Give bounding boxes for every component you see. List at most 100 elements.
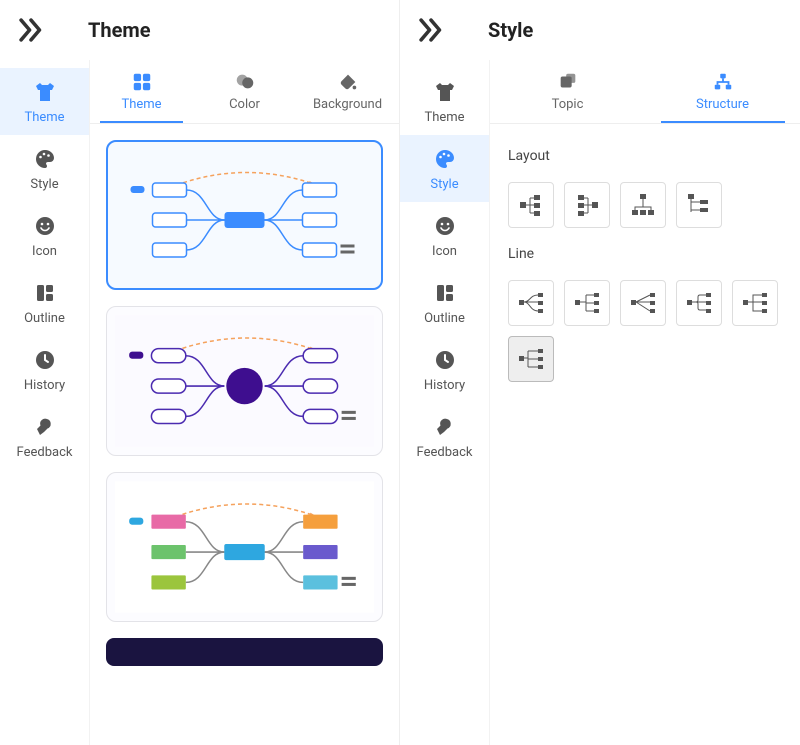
- tabs-right: Topic Structure: [490, 60, 800, 124]
- sidebar-item-label: Icon: [432, 244, 457, 259]
- theme-preview-svg: [115, 315, 374, 447]
- tab-theme[interactable]: Theme: [90, 60, 193, 123]
- theme-list: [90, 124, 399, 745]
- sidebar-item-outline[interactable]: Outline: [400, 269, 489, 336]
- sidebar-item-label: History: [424, 378, 465, 393]
- sidebar-item-label: Style: [30, 177, 58, 192]
- sidebar-item-feedback[interactable]: Feedback: [0, 403, 89, 470]
- shirt-icon: [433, 80, 457, 104]
- sidebar-right: Theme Style Icon Outline History Feedback: [400, 60, 490, 745]
- line-straight-icon: [628, 288, 658, 318]
- layout-right-icon: [516, 190, 546, 220]
- chevrons-right-icon: [14, 13, 48, 47]
- palette-icon: [433, 147, 457, 171]
- sidebar-item-label: Theme: [24, 110, 64, 125]
- tab-structure[interactable]: Structure: [645, 60, 800, 123]
- line-curve-icon: [516, 288, 546, 318]
- line-rounded-icon: [684, 288, 714, 318]
- theme-card[interactable]: [106, 140, 383, 290]
- chevrons-right-icon: [414, 13, 448, 47]
- layout-options: [508, 182, 782, 228]
- sidebar-item-style[interactable]: Style: [400, 135, 489, 202]
- shirt-icon: [33, 80, 57, 104]
- sidebar-item-icon[interactable]: Icon: [400, 202, 489, 269]
- panel-title-left: Theme: [88, 18, 151, 42]
- sidebar-item-icon[interactable]: Icon: [0, 202, 89, 269]
- outline-icon: [33, 281, 57, 305]
- layout-right-option[interactable]: [508, 182, 554, 228]
- clock-icon: [33, 348, 57, 372]
- sidebar-item-feedback[interactable]: Feedback: [400, 403, 489, 470]
- tab-label: Color: [229, 97, 260, 112]
- line-elbow-option[interactable]: [564, 280, 610, 326]
- tab-label: Structure: [696, 97, 749, 112]
- collapse-left-button[interactable]: [14, 13, 48, 47]
- clock-icon: [433, 348, 457, 372]
- line-straight-option[interactable]: [620, 280, 666, 326]
- layout-org-option[interactable]: [620, 182, 666, 228]
- line-section-label: Line: [508, 246, 782, 262]
- sidebar-item-style[interactable]: Style: [0, 135, 89, 202]
- circles-icon: [234, 71, 256, 93]
- layout-section-label: Layout: [508, 148, 782, 164]
- smile-icon: [433, 214, 457, 238]
- tab-topic[interactable]: Topic: [490, 60, 645, 123]
- theme-card[interactable]: [106, 306, 383, 456]
- panel-head-left: Theme: [0, 0, 399, 60]
- sidebar-item-label: Outline: [24, 311, 65, 326]
- theme-preview-svg: [115, 481, 374, 613]
- line-step-option[interactable]: [732, 280, 778, 326]
- theme-preview-svg: [116, 150, 373, 280]
- smile-icon: [33, 214, 57, 238]
- structure-icon: [712, 71, 734, 93]
- tab-background[interactable]: Background: [296, 60, 399, 123]
- tab-label: Background: [313, 97, 382, 112]
- line-elbow-icon: [572, 288, 602, 318]
- sidebar-item-label: Outline: [424, 311, 465, 326]
- panel-theme: Theme Theme Style Icon Outline History Feedba…: [0, 0, 400, 745]
- content-left: Theme Color Background: [90, 60, 399, 745]
- topic-icon: [557, 71, 579, 93]
- sidebar-item-outline[interactable]: Outline: [0, 269, 89, 336]
- layout-tree-right-option[interactable]: [676, 182, 722, 228]
- panel-head-right: Style: [400, 0, 800, 60]
- sidebar-item-history[interactable]: History: [0, 336, 89, 403]
- structure-pane: Layout Line: [490, 124, 800, 745]
- sidebar-left: Theme Style Icon Outline History Feedback: [0, 60, 90, 745]
- sidebar-item-label: Icon: [32, 244, 57, 259]
- wrench-icon: [433, 415, 457, 439]
- panel-title-right: Style: [488, 18, 533, 42]
- tab-label: Topic: [552, 97, 584, 112]
- layout-left-icon: [572, 190, 602, 220]
- theme-card[interactable]: [106, 472, 383, 622]
- sidebar-item-label: Feedback: [17, 445, 73, 460]
- panel-style: Style Theme Style Icon Outline History Feedba…: [400, 0, 800, 745]
- layout-org-icon: [628, 190, 658, 220]
- line-options: [508, 280, 782, 382]
- line-rounded-option[interactable]: [676, 280, 722, 326]
- sidebar-item-label: Feedback: [417, 445, 473, 460]
- line-bracket-option[interactable]: [508, 336, 554, 382]
- wrench-icon: [33, 415, 57, 439]
- outline-icon: [433, 281, 457, 305]
- sidebar-item-label: Theme: [424, 110, 464, 125]
- grid4-icon: [131, 71, 153, 93]
- sidebar-item-history[interactable]: History: [400, 336, 489, 403]
- line-bracket-icon: [516, 344, 546, 374]
- tab-label: Theme: [121, 97, 161, 112]
- content-right: Topic Structure Layout Line: [490, 60, 800, 745]
- line-curve-option[interactable]: [508, 280, 554, 326]
- collapse-right-button[interactable]: [414, 13, 448, 47]
- line-step-icon: [740, 288, 770, 318]
- sidebar-item-theme[interactable]: Theme: [400, 68, 489, 135]
- sidebar-item-label: Style: [430, 177, 458, 192]
- sidebar-item-theme[interactable]: Theme: [0, 68, 89, 135]
- layout-left-option[interactable]: [564, 182, 610, 228]
- layout-tree-right-icon: [684, 190, 714, 220]
- tabs-left: Theme Color Background: [90, 60, 399, 124]
- theme-card[interactable]: [106, 638, 383, 666]
- sidebar-item-label: History: [24, 378, 65, 393]
- tab-color[interactable]: Color: [193, 60, 296, 123]
- palette-icon: [33, 147, 57, 171]
- bucket-icon: [337, 71, 359, 93]
